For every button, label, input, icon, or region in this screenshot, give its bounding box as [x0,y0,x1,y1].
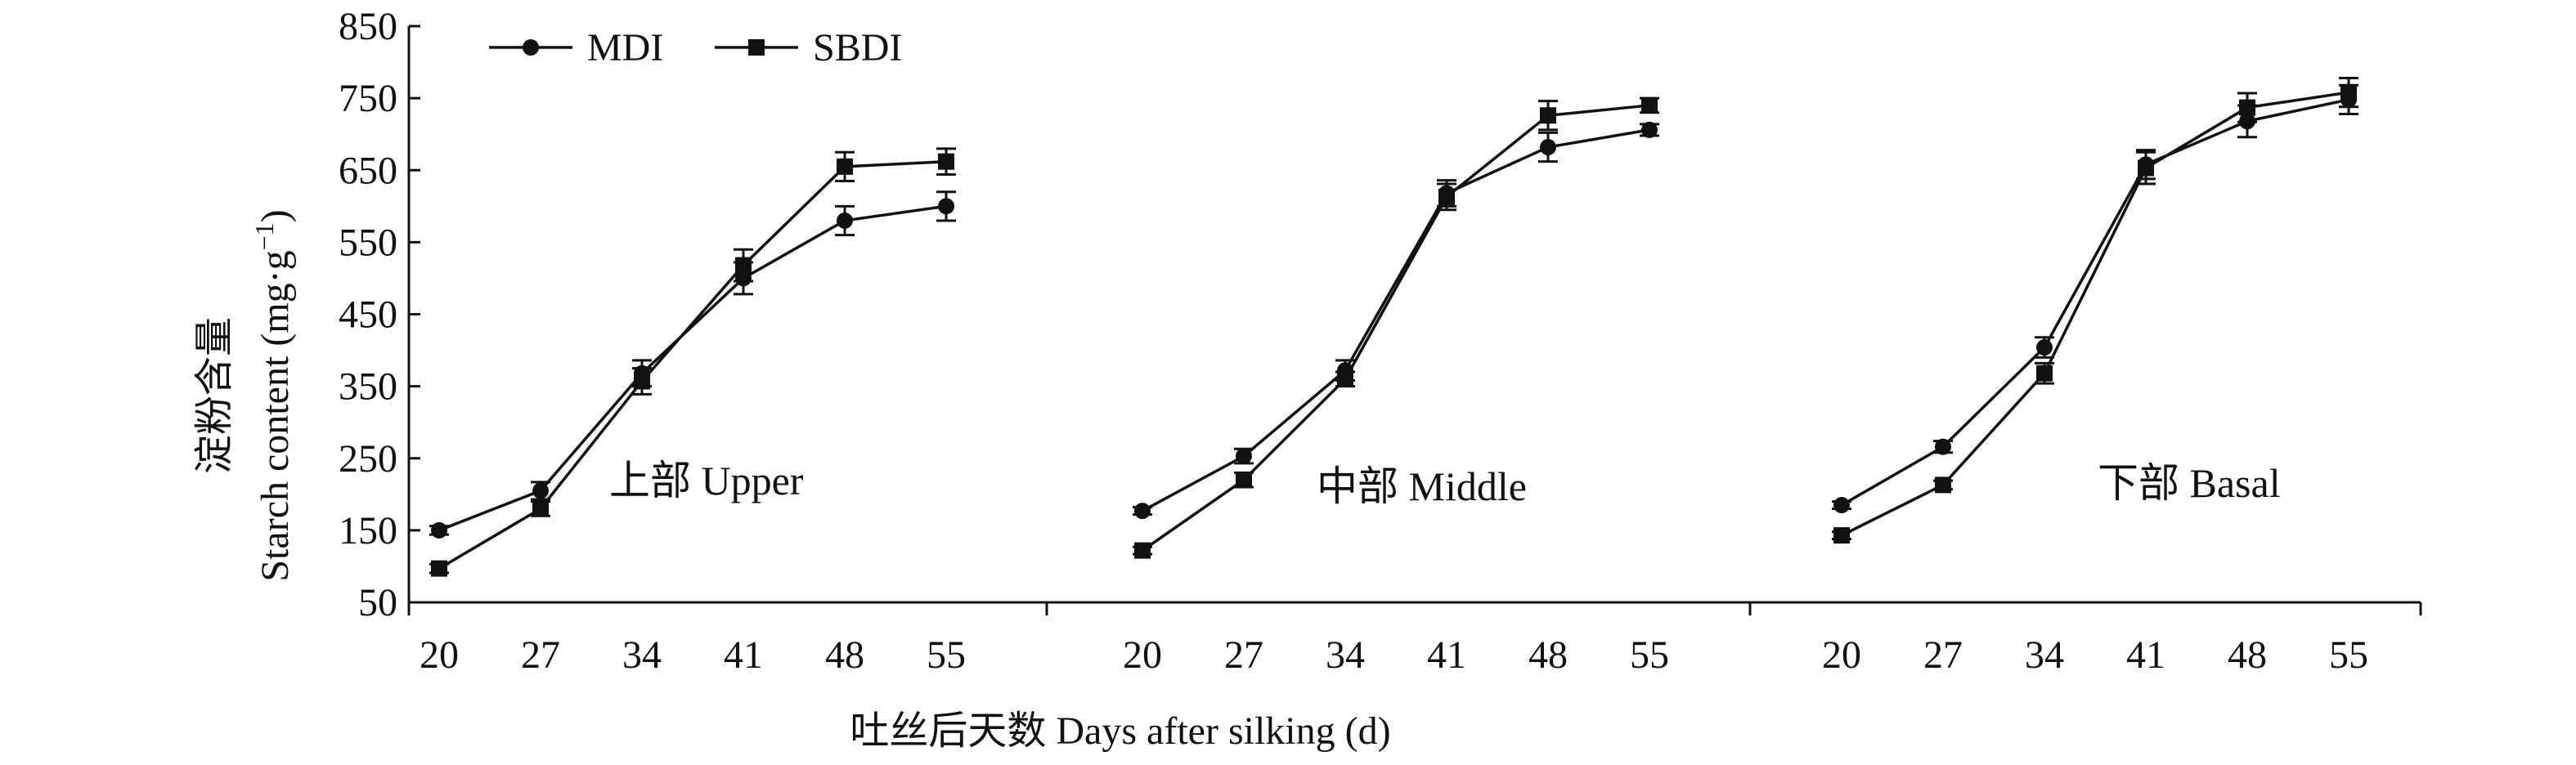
data-point-sbdi [1134,542,1151,559]
legend: MDI SBDI [489,26,902,69]
x-tick-label: 48 [2228,633,2267,677]
data-point-sbdi [1935,476,1951,494]
data-point-sbdi [837,158,853,175]
data-point-mdi [1935,438,1951,455]
data-point-mdi [1540,139,1556,156]
x-tick-label: 27 [1224,633,1263,677]
y-axis-title-main: Starch content (mg·g [254,250,297,581]
x-tick-label: 34 [1326,633,1365,677]
series [429,76,2358,577]
data-point-mdi [431,521,447,539]
series-line [438,204,947,532]
series-line [438,159,947,570]
data-point-sbdi [2239,99,2255,116]
data-point-sbdi [2340,84,2357,101]
y-tick-label: 50 [358,581,397,624]
panel-label: 上部 Upper [609,458,804,503]
data-point-mdi [837,212,853,229]
data-point-sbdi [1438,188,1455,205]
series-line [1841,98,2349,507]
legend-label: MDI [587,26,663,69]
series-mdi-panel-2 [1133,121,1659,520]
data-point-mdi [523,39,539,56]
legend-label: SBDI [813,26,902,69]
y-tick-label: 250 [339,437,397,481]
data-point-sbdi [735,257,752,274]
series-sbdi-panel-2 [1133,96,1659,559]
x-tick-label: 27 [521,633,560,677]
axes: 50 150 250 350 450 550 650 750 850 20 27 34 41 48 55 20… [339,5,2422,677]
series-mdi-panel-3 [1832,83,2358,514]
data-point-mdi [938,198,954,215]
data-point-mdi [1833,497,1850,514]
panel-labels: 上部 Upper 中部 Middle 下部 Basal [609,458,2281,509]
data-point-sbdi [1641,96,1658,114]
x-tick-label: 55 [927,633,966,677]
series-line [1841,91,2349,537]
data-point-sbdi [1833,527,1850,544]
y-axis-title-sup: −1 [249,222,279,250]
y-axis-title-close: ) [254,209,297,222]
series-sbdi-panel-1 [429,147,956,577]
data-point-sbdi [748,39,765,56]
x-tick-label: 20 [1123,633,1162,677]
x-tick-label: 20 [420,633,459,677]
data-point-sbdi [938,153,954,170]
data-point-sbdi [1540,107,1556,124]
y-tick-label: 750 [339,77,397,120]
x-tick-label: 20 [1822,633,1861,677]
x-tick-label: 34 [622,633,662,677]
data-point-mdi [1134,503,1151,520]
y-tick-label: 550 [339,221,397,264]
y-tick-label: 150 [339,509,397,552]
data-point-sbdi [431,560,447,577]
panel-label: 中部 Middle [1317,463,1527,509]
x-axis-title: 吐丝后天数 Days after silking (d) [850,709,1390,753]
data-point-mdi [1236,448,1252,465]
data-point-mdi [1641,121,1658,138]
data-point-sbdi [634,373,650,390]
y-tick-label: 650 [339,149,397,192]
panel-label: 下部 Basal [2098,460,2281,506]
x-tick-label: 48 [1528,633,1568,677]
x-tick-label: 27 [1923,633,1963,677]
x-tick-label: 41 [2126,633,2165,677]
data-point-sbdi [1337,370,1353,387]
legend-item-mdi: MDI [489,26,663,69]
data-point-mdi [532,482,549,499]
y-tick-label: 450 [339,293,397,337]
series-line [1141,104,1650,552]
data-point-sbdi [2036,365,2053,382]
legend-item-sbdi: SBDI [715,26,902,69]
data-point-sbdi [1236,472,1252,489]
y-tick-label: 350 [339,365,397,409]
data-point-sbdi [2138,159,2154,177]
y-axis-title-zh: 淀粉含量 [193,317,236,474]
x-tick-label: 48 [825,633,864,677]
x-tick-label: 55 [2329,633,2368,677]
data-point-mdi [2036,339,2053,356]
x-tick-label: 41 [1427,633,1466,677]
x-tick-label: 34 [2025,633,2064,677]
y-axis-title-en: Starch content (mg·g−1) [249,209,297,581]
y-axis-title-group: 淀粉含量 [193,317,236,474]
y-axis-title-en-group: Starch content (mg·g−1) [249,209,297,581]
x-tick-label: 55 [1630,633,1669,677]
series-line [1142,128,1650,512]
y-tick-label: 850 [339,5,397,48]
x-tick-label: 41 [724,633,763,677]
data-point-sbdi [532,500,549,517]
series-sbdi-panel-3 [1832,76,2358,544]
